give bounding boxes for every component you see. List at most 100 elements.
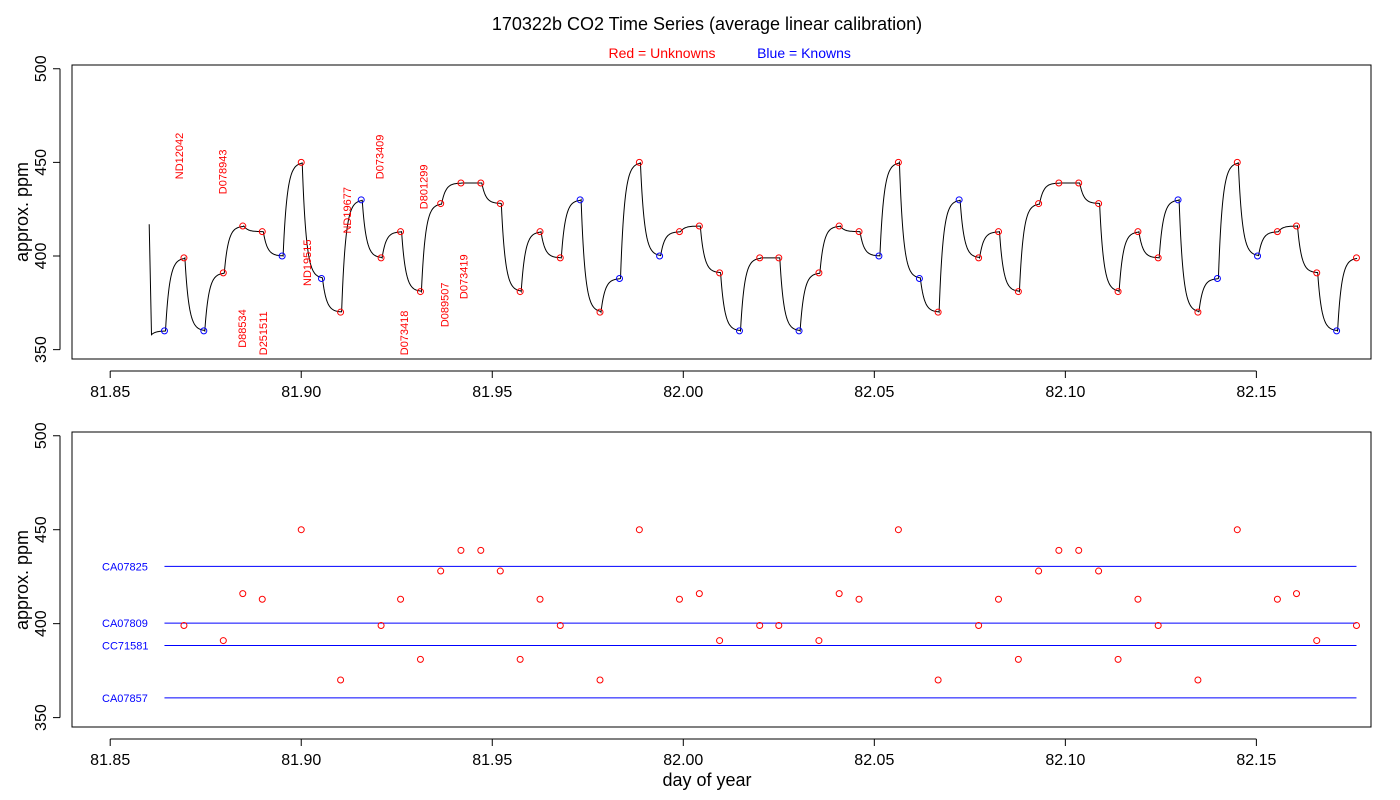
known-point <box>357 196 365 204</box>
unknown-point <box>1095 200 1103 208</box>
sample-annotation: ND19677 <box>342 187 354 233</box>
top-markers <box>160 158 1360 335</box>
known-point <box>160 327 168 335</box>
unknown-point <box>1014 288 1022 296</box>
sample-annotation: D078943 <box>218 150 230 195</box>
top-x-tick-label: 81.85 <box>90 384 130 401</box>
known-point <box>200 327 208 335</box>
unknown-point <box>596 676 604 684</box>
unknown-point <box>596 308 604 316</box>
unknown-point <box>556 254 564 262</box>
known-point <box>615 274 623 282</box>
top-x-tick-label: 82.10 <box>1045 384 1085 401</box>
bottom-y-tick-label: 350 <box>33 704 50 731</box>
unknown-point <box>635 526 643 534</box>
unknown-point <box>1055 179 1063 187</box>
unknown-point <box>675 228 683 236</box>
unknown-point <box>835 590 843 598</box>
known-point <box>1254 252 1262 260</box>
unknown-point <box>1035 567 1043 575</box>
unknown-point <box>975 254 983 262</box>
unknown-point <box>1075 546 1083 554</box>
reference-line-label: CC71581 <box>102 640 148 652</box>
unknown-point <box>219 269 227 277</box>
sample-annotation: D251511 <box>258 311 270 355</box>
unknown-point <box>516 655 524 663</box>
unknown-point <box>775 622 783 630</box>
known-point <box>955 196 963 204</box>
reference-line-label: CA07825 <box>102 561 148 573</box>
unknown-point <box>994 595 1002 603</box>
top-ylabel: approx. ppm <box>12 162 32 262</box>
top-x-tick-label: 82.05 <box>854 384 894 401</box>
top-y-tick-label: 500 <box>33 55 50 82</box>
unknown-point <box>1014 655 1022 663</box>
unknown-point <box>756 254 764 262</box>
unknown-point <box>1313 269 1321 277</box>
unknown-point <box>1352 254 1360 262</box>
unknown-point <box>496 200 504 208</box>
unknown-point <box>556 622 564 630</box>
unknown-point <box>675 595 683 603</box>
known-point <box>1333 327 1341 335</box>
unknown-point <box>297 526 305 534</box>
top-plot-frame <box>71 64 1372 360</box>
bottom-plot-frame <box>71 431 1372 728</box>
unknown-point <box>855 595 863 603</box>
known-point <box>278 252 286 260</box>
sample-annotation: D801299 <box>418 165 430 210</box>
unknown-point <box>894 158 902 166</box>
bottom-axes: 81.85 81.90 81.95 82.00 82.05 82.10 82.15 350 40… <box>33 422 1276 769</box>
unknown-point <box>297 158 305 166</box>
unknown-point <box>457 179 465 187</box>
bottom-ylabel: approx. ppm <box>12 530 32 630</box>
bottom-x-tick-label: 81.95 <box>472 752 512 769</box>
unknown-point <box>477 546 485 554</box>
unknown-point <box>855 228 863 236</box>
known-point <box>735 327 743 335</box>
unknown-point <box>377 622 385 630</box>
bottom-x-tick-label: 82.05 <box>854 752 894 769</box>
unknown-point <box>1194 308 1202 316</box>
unknown-point <box>1154 254 1162 262</box>
sample-annotation: D88534 <box>237 309 249 348</box>
unknown-point <box>716 269 724 277</box>
unknown-point <box>1134 595 1142 603</box>
unknown-point <box>994 228 1002 236</box>
bottom-y-tick-label: 400 <box>33 610 50 637</box>
unknown-point <box>416 288 424 296</box>
top-axes: 81.85 81.90 81.95 82.00 82.05 82.10 82.15 350 40… <box>33 55 1276 401</box>
known-point <box>576 196 584 204</box>
unknown-point <box>516 288 524 296</box>
legend-knowns: Blue = Knowns <box>757 45 851 61</box>
top-x-tick-label: 81.95 <box>472 384 512 401</box>
known-point <box>875 252 883 260</box>
reference-line-label: CA07809 <box>102 618 148 630</box>
unknown-point <box>1313 637 1321 645</box>
unknown-point <box>1292 590 1300 598</box>
unknown-point <box>1273 228 1281 236</box>
unknown-point <box>815 637 823 645</box>
unknown-point <box>496 567 504 575</box>
bottom-y-tick-label: 500 <box>33 422 50 449</box>
unknown-point <box>894 526 902 534</box>
bottom-markers <box>180 526 1360 684</box>
bottom-y-tick-label: 450 <box>33 516 50 543</box>
unknown-point <box>934 676 942 684</box>
unknown-point <box>337 676 345 684</box>
unknown-point <box>536 228 544 236</box>
top-y-tick-label: 400 <box>33 243 50 270</box>
top-y-tick-label: 450 <box>33 149 50 176</box>
bottom-x-tick-label: 82.00 <box>663 752 703 769</box>
unknown-point <box>416 655 424 663</box>
unknown-point <box>239 222 247 230</box>
unknown-point <box>477 179 485 187</box>
bottom-xlabel: day of year <box>662 770 751 790</box>
unknown-point <box>536 595 544 603</box>
known-point <box>1213 274 1221 282</box>
unknown-point <box>437 200 445 208</box>
co2-trace-line <box>148 160 1358 336</box>
unknown-point <box>397 228 405 236</box>
unknown-point <box>1233 158 1241 166</box>
